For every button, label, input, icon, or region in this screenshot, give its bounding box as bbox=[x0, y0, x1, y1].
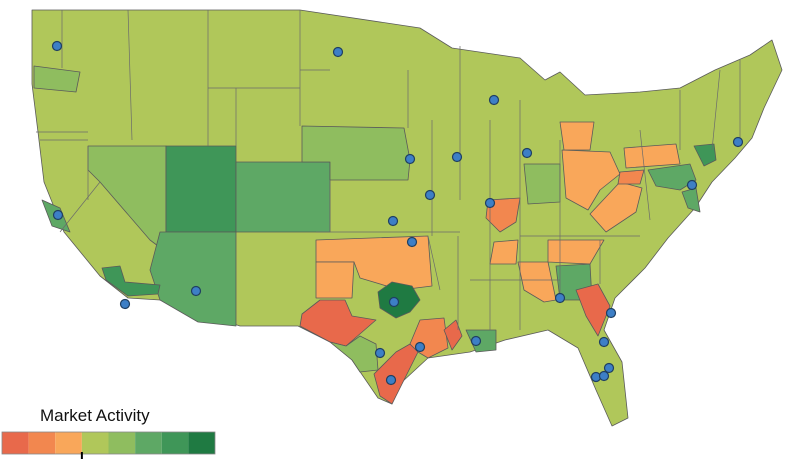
region bbox=[617, 169, 645, 185]
region bbox=[443, 319, 463, 351]
region bbox=[693, 143, 717, 167]
region bbox=[33, 65, 81, 93]
city-marker bbox=[470, 335, 482, 347]
region bbox=[523, 163, 561, 205]
city-marker bbox=[488, 94, 500, 106]
city-marker bbox=[484, 197, 496, 209]
region bbox=[149, 231, 237, 327]
region bbox=[299, 299, 377, 347]
region bbox=[373, 343, 419, 405]
city-marker bbox=[732, 136, 744, 148]
region bbox=[575, 283, 611, 337]
region bbox=[623, 143, 681, 169]
legend-swatch bbox=[188, 432, 215, 454]
legend-swatch bbox=[81, 432, 109, 454]
region bbox=[589, 181, 643, 233]
city-marker bbox=[605, 307, 617, 319]
city-marker bbox=[424, 189, 436, 201]
legend-swatch bbox=[108, 432, 136, 454]
legend-swatch bbox=[2, 432, 29, 454]
city-marker bbox=[686, 179, 698, 191]
city-marker bbox=[190, 285, 202, 297]
city-marker bbox=[51, 40, 63, 52]
legend-swatch bbox=[161, 432, 189, 454]
city-marker bbox=[603, 362, 615, 374]
city-marker bbox=[414, 341, 426, 353]
region bbox=[165, 145, 237, 233]
city-marker bbox=[119, 298, 131, 310]
region bbox=[301, 125, 411, 181]
region bbox=[101, 265, 161, 297]
city-marker bbox=[388, 296, 400, 308]
region bbox=[489, 239, 519, 265]
city-marker bbox=[374, 347, 386, 359]
city-marker bbox=[406, 236, 418, 248]
region bbox=[377, 281, 421, 319]
legend-swatch bbox=[135, 432, 162, 454]
city-marker bbox=[404, 153, 416, 165]
city-marker bbox=[598, 336, 610, 348]
region bbox=[315, 261, 355, 299]
region bbox=[517, 261, 557, 303]
city-marker bbox=[451, 151, 463, 163]
city-marker bbox=[332, 46, 344, 58]
legend-frame bbox=[1, 431, 216, 455]
legend-swatch bbox=[55, 432, 82, 454]
legend-swatch bbox=[28, 432, 56, 454]
state-border bbox=[36, 9, 741, 330]
region bbox=[235, 161, 331, 233]
region bbox=[559, 121, 595, 151]
legend-title: Market Activity bbox=[40, 406, 150, 425]
region bbox=[485, 197, 521, 233]
city-marker bbox=[521, 147, 533, 159]
cities bbox=[51, 40, 744, 386]
city-marker bbox=[52, 209, 64, 221]
city-marker bbox=[554, 292, 566, 304]
city-marker bbox=[387, 215, 399, 227]
region bbox=[561, 149, 621, 211]
legend: Market Activity bbox=[1, 406, 216, 459]
city-marker bbox=[385, 374, 397, 386]
map bbox=[31, 9, 783, 427]
city-marker bbox=[598, 370, 610, 382]
